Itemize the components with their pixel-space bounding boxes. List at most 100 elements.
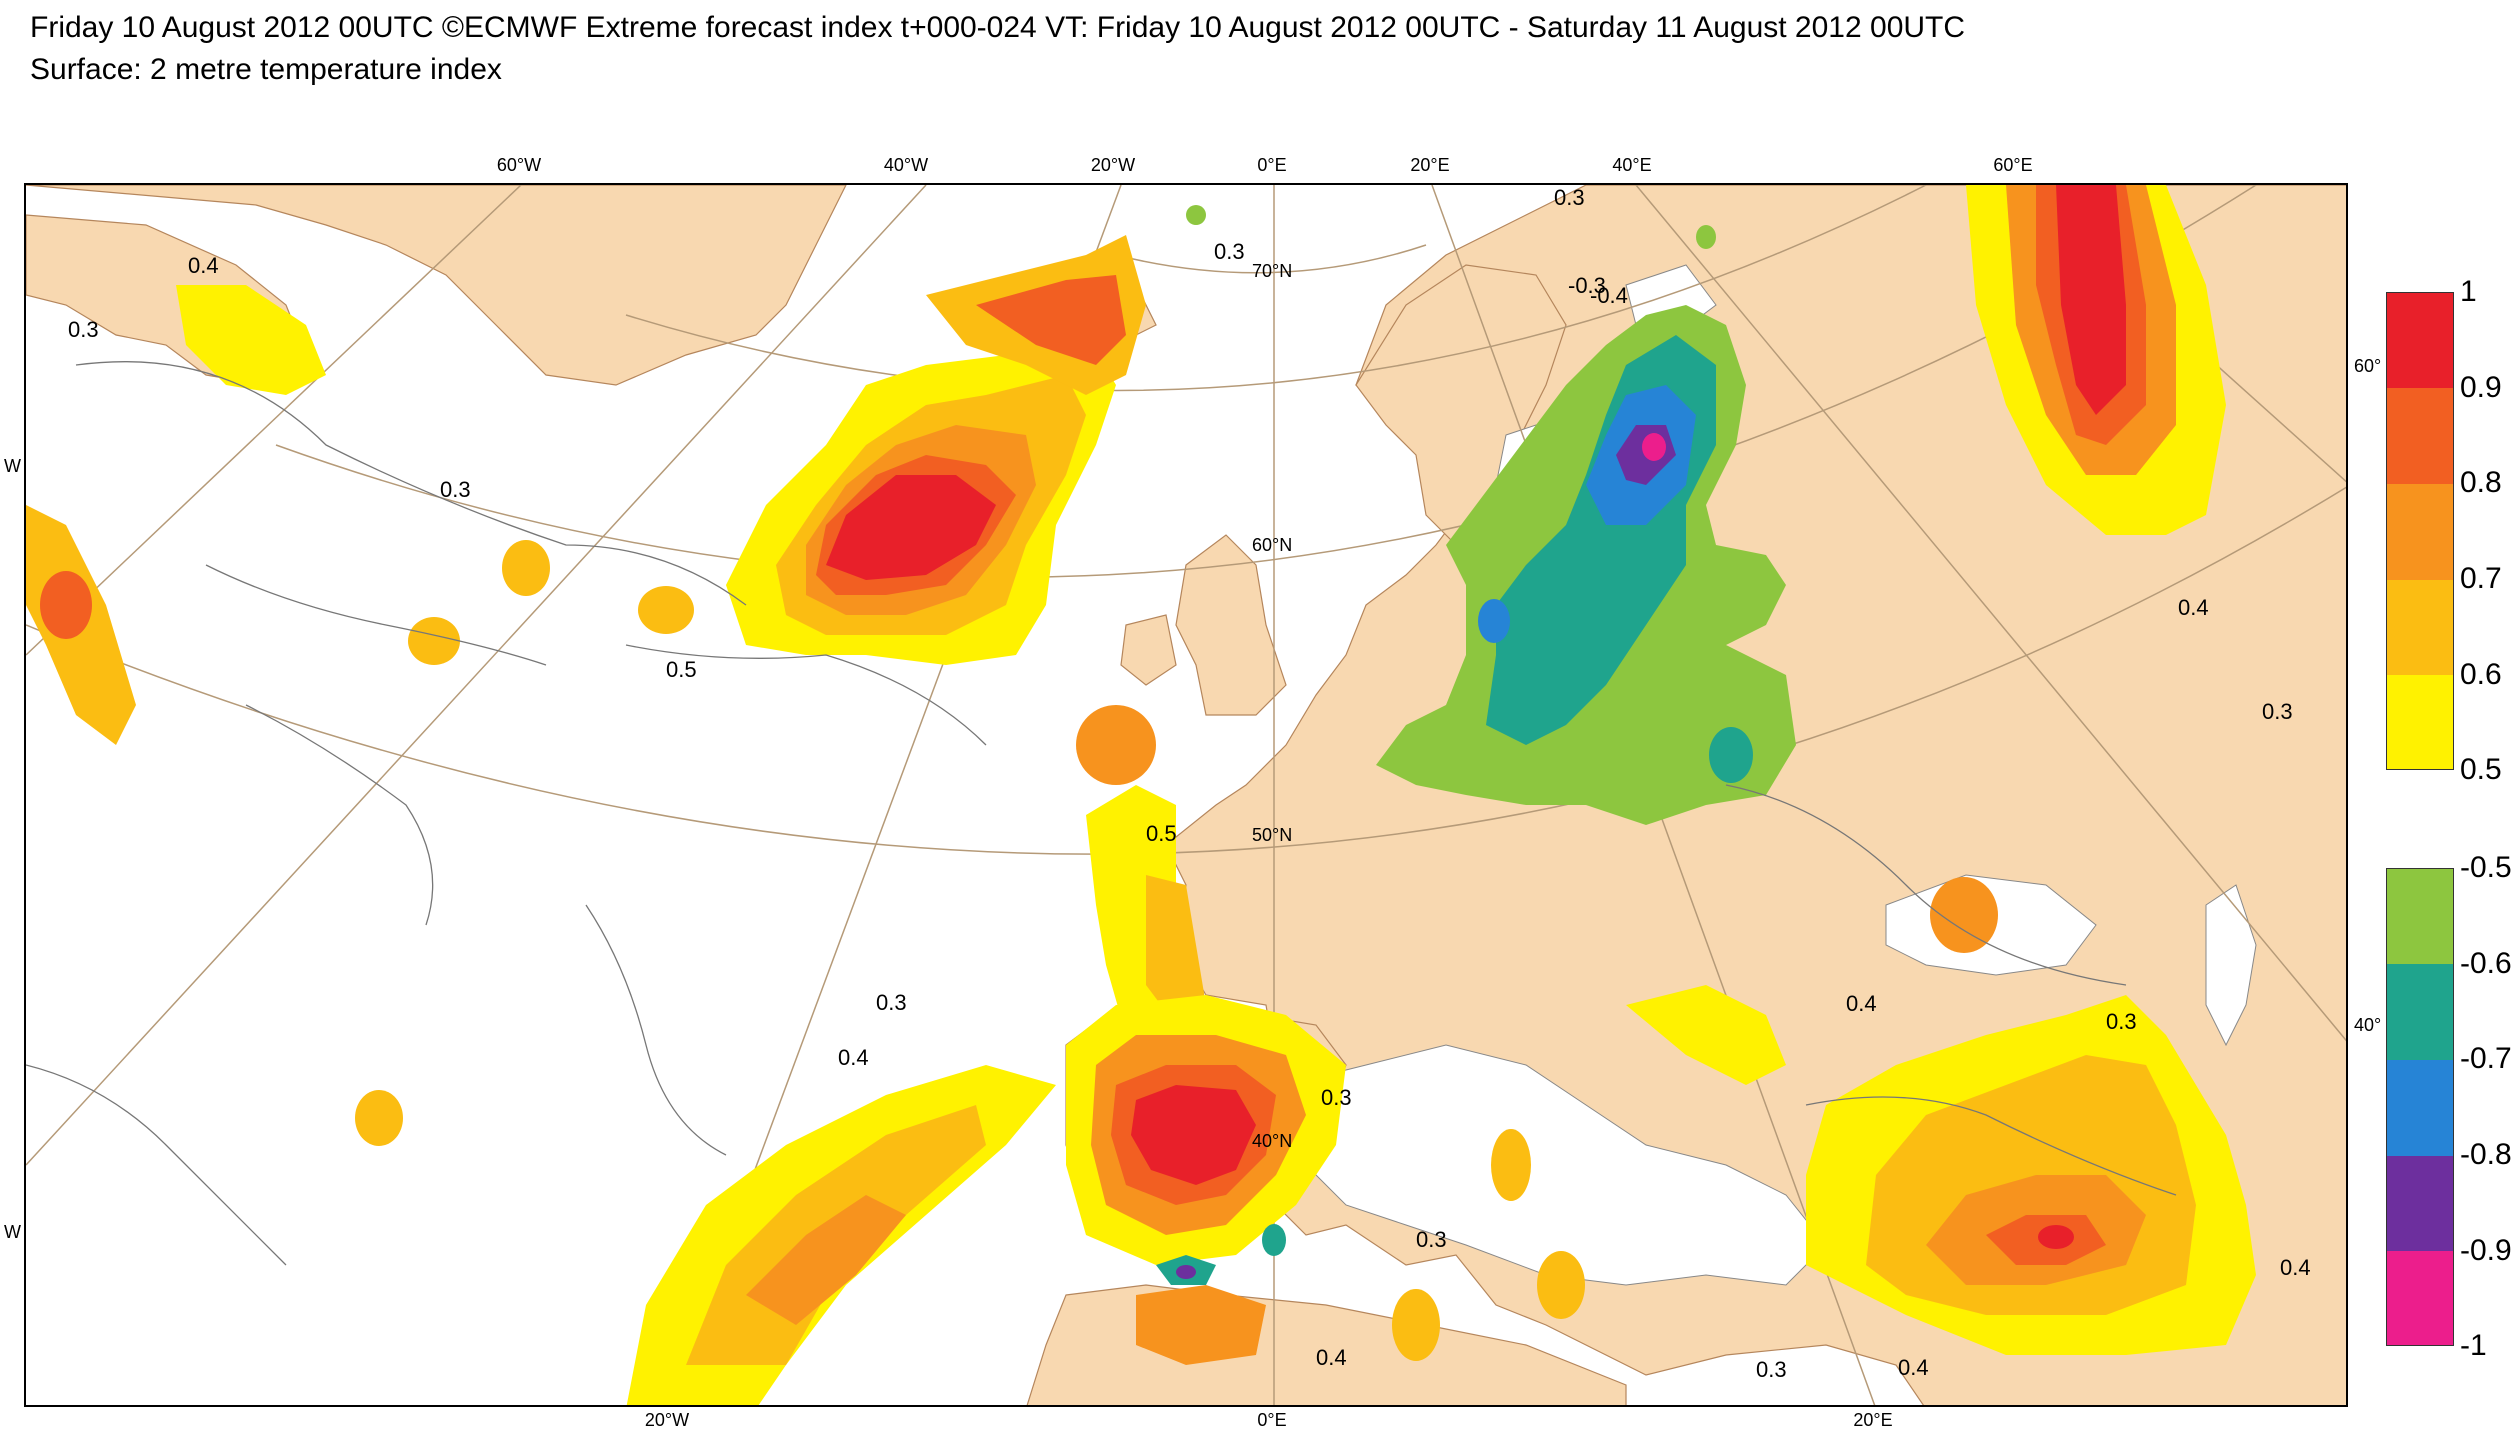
anomaly-canada bbox=[176, 285, 326, 395]
lon-label-40e: 40°E bbox=[1612, 155, 1652, 175]
anomaly-finland-green bbox=[1696, 225, 1716, 249]
warm-anomalies bbox=[26, 185, 2256, 1405]
contour-label: 0.5 bbox=[1146, 821, 1177, 846]
lat-label-40n: 40°N bbox=[1252, 1131, 1292, 1151]
contour-label: 0.3 bbox=[2106, 1009, 2137, 1034]
anomaly-ural-09 bbox=[2056, 185, 2126, 415]
legend-label-neg-05: -0.5 bbox=[2460, 851, 2512, 884]
legend-swatch-08 bbox=[2387, 484, 2453, 580]
anomaly-balearic bbox=[1262, 1224, 1286, 1256]
contour-line-6 bbox=[26, 1064, 287, 1266]
contour-label: 0.3 bbox=[1416, 1227, 1447, 1252]
lat-label-60n: 60°N bbox=[1252, 535, 1292, 555]
anomaly-blob-1 bbox=[502, 540, 550, 596]
lon-label-bottom-0e: 0°E bbox=[1257, 1410, 1287, 1430]
contour-label: 0.3 bbox=[1214, 239, 1245, 264]
legend-positive bbox=[2386, 292, 2454, 770]
map-area: 0.3 0.4 0.3 0.3 -0.3 -0.4 0.3 0.5 0.5 0.… bbox=[24, 183, 2348, 1407]
anomaly-russia-west bbox=[1478, 599, 1510, 643]
lat-label-50n: 50°N bbox=[1252, 825, 1292, 845]
anomaly-biscay bbox=[1146, 875, 1206, 1025]
lon-label-0e: 0°E bbox=[1257, 155, 1287, 175]
caspian-sea bbox=[2205, 884, 2257, 1047]
uk-land bbox=[1175, 534, 1287, 716]
anomaly-left-edge-core bbox=[40, 571, 92, 639]
legend-label-neg-1: -1 bbox=[2460, 1329, 2487, 1362]
lon-label-40w: 40°W bbox=[883, 155, 929, 175]
contour-label: -0.3 bbox=[1568, 273, 1606, 298]
anomaly-east-09 bbox=[2038, 1225, 2074, 1249]
anomaly-morocco bbox=[1136, 1285, 1266, 1365]
contour-line-2 bbox=[205, 564, 547, 666]
efi-map: 0.3 0.4 0.3 0.3 -0.3 -0.4 0.3 0.5 0.5 0.… bbox=[26, 185, 2346, 1405]
edge-lon-label-w2: W bbox=[4, 1222, 21, 1242]
contour-label: -0.4 bbox=[1590, 283, 1628, 308]
map-subtitle: Surface: 2 metre temperature index bbox=[30, 53, 502, 86]
legend-label-neg-06: -0.6 bbox=[2460, 947, 2512, 980]
anomaly-blob-3 bbox=[638, 586, 694, 634]
legend-swatch-neg-07 bbox=[2387, 1060, 2453, 1156]
legend-label-08: 0.8 bbox=[2460, 466, 2502, 499]
anomaly-sardinia bbox=[1491, 1129, 1531, 1201]
contour-label: 0.4 bbox=[838, 1045, 869, 1070]
legend-negative bbox=[2386, 868, 2454, 1346]
contour-label: 0.3 bbox=[2262, 699, 2293, 724]
anomaly-greenland-east-core bbox=[976, 275, 1126, 365]
contour-label: 0.3 bbox=[68, 317, 99, 342]
legend-swatch-09 bbox=[2387, 388, 2453, 484]
lon-label-bottom-20w: 20°W bbox=[644, 1410, 690, 1430]
contours bbox=[26, 361, 2177, 1266]
anomaly-blob-5 bbox=[1076, 705, 1156, 785]
legend-swatch-1 bbox=[2387, 293, 2453, 388]
legend-label-1: 1 bbox=[2460, 275, 2477, 308]
anomaly-iberia-09 bbox=[1131, 1085, 1256, 1185]
anomaly-iceland-green bbox=[1186, 205, 1206, 225]
lon-label-20e: 20°E bbox=[1410, 155, 1450, 175]
anomaly-blob-4 bbox=[355, 1090, 403, 1146]
contour-label: 0.3 bbox=[1554, 185, 1585, 210]
anomaly-russia-east bbox=[1709, 727, 1753, 783]
lon-label-20w: 20°W bbox=[1090, 155, 1136, 175]
meridian-60w bbox=[26, 185, 522, 656]
legend-swatch-neg-08 bbox=[2387, 1156, 2453, 1251]
contour-label: 0.3 bbox=[876, 990, 907, 1015]
parallel-70n bbox=[1115, 244, 1427, 274]
anomaly-gibraltar-core bbox=[1176, 1265, 1196, 1279]
contour-line-5 bbox=[245, 704, 434, 926]
legend-swatch-neg-05 bbox=[2387, 869, 2453, 964]
legend-label-neg-09: -0.9 bbox=[2460, 1234, 2512, 1267]
contour-line-4 bbox=[585, 904, 727, 1156]
legend-swatch-06 bbox=[2387, 675, 2453, 769]
latitude-labels: 70°N 60°N 50°N 40°N bbox=[1252, 261, 1292, 1151]
cold-anomalies bbox=[1156, 205, 1796, 1285]
edge-lat-label-40: 40° bbox=[2354, 1015, 2382, 1035]
legend-label-09: 0.9 bbox=[2460, 371, 2502, 404]
contour-label: 0.4 bbox=[2178, 595, 2209, 620]
parallel-50n bbox=[275, 185, 2257, 578]
anomaly-blob-2 bbox=[408, 617, 460, 665]
map-title: Friday 10 August 2012 00UTC ©ECMWF Extre… bbox=[30, 11, 1966, 44]
contour-label: 0.3 bbox=[1321, 1085, 1352, 1110]
contour-label: 0.4 bbox=[1898, 1355, 1929, 1380]
contour-label: 0.4 bbox=[2280, 1255, 2311, 1280]
parallel-40n bbox=[26, 486, 2346, 855]
contour-label: 0.4 bbox=[188, 253, 219, 278]
ireland-land bbox=[1120, 614, 1177, 686]
greenland-land bbox=[26, 185, 847, 386]
meridian-40e bbox=[1635, 185, 2346, 1042]
meridian-40w bbox=[26, 185, 927, 1166]
edge-lat-label-60: 60° bbox=[2354, 356, 2382, 376]
anomaly-atlantic-band-07 bbox=[746, 1195, 906, 1325]
contour-label: 0.4 bbox=[1846, 991, 1877, 1016]
anomaly-greenland-09 bbox=[826, 475, 996, 580]
contour-label: 0.5 bbox=[666, 657, 697, 682]
anomaly-tunisia bbox=[1392, 1289, 1440, 1361]
anomaly-ukraine bbox=[1930, 877, 1998, 953]
lon-label-bottom-20e: 20°E bbox=[1853, 1410, 1893, 1430]
legend-swatch-07 bbox=[2387, 580, 2453, 675]
contour-line-3 bbox=[625, 644, 987, 746]
contour-label: 0.3 bbox=[1756, 1357, 1787, 1382]
legend-label-neg-08: -0.8 bbox=[2460, 1138, 2512, 1171]
contour-label: 0.4 bbox=[1316, 1345, 1347, 1370]
contour-line-7 bbox=[1725, 784, 2127, 986]
